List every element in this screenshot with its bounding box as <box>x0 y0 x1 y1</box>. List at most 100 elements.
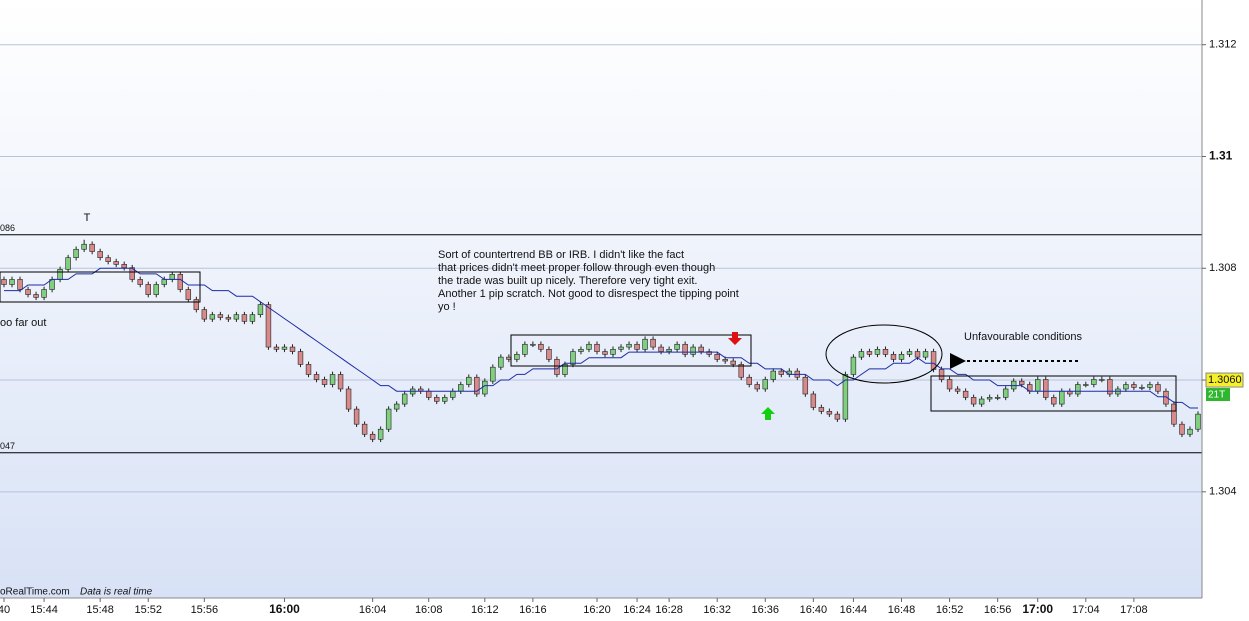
candle-body <box>1147 384 1153 388</box>
note-line: Another 1 pip scratch. Not good to disre… <box>438 288 739 300</box>
x-tick-label: 16:24 <box>623 604 651 616</box>
candle-body <box>1043 379 1049 398</box>
candle-body <box>610 348 616 355</box>
x-tick-label: 15:56 <box>191 604 219 616</box>
candle-body <box>706 351 712 355</box>
candle-body <box>618 346 624 350</box>
candle-body <box>1002 388 1009 398</box>
candle-body <box>754 384 760 390</box>
candle-body <box>858 351 865 358</box>
candle-body <box>281 346 288 350</box>
candle-body <box>962 390 969 398</box>
x-tick-label: 16:36 <box>752 604 780 616</box>
candle-body <box>193 299 200 310</box>
candle-body <box>233 314 240 320</box>
candle-body <box>1075 384 1081 395</box>
candle-body <box>393 403 400 410</box>
candle-body <box>874 348 881 355</box>
candle-body <box>594 343 600 352</box>
candle-body <box>177 274 184 290</box>
candle-body <box>1123 384 1129 390</box>
candle-body <box>682 343 688 355</box>
candle-body <box>33 294 39 298</box>
candle-body <box>482 380 488 395</box>
sell-arrow <box>728 332 742 345</box>
x-tick-label: 16:28 <box>655 604 683 616</box>
x-tick-label: 16:04 <box>359 604 387 616</box>
x-axis-panel <box>0 598 1202 621</box>
x-tick-label: 16:44 <box>840 604 868 616</box>
candle-body <box>153 284 159 295</box>
candle-body <box>946 379 953 390</box>
x-tick-label: 17:08 <box>1120 604 1148 616</box>
candle-body <box>562 364 568 375</box>
candle-body <box>289 346 296 352</box>
candle-body <box>714 354 720 360</box>
candle-body <box>1163 390 1169 405</box>
candle-body <box>466 376 472 385</box>
candle-body <box>930 351 937 370</box>
candle-body <box>690 346 696 355</box>
candle-body <box>337 374 344 390</box>
candle-body <box>257 304 264 315</box>
last-price-box <box>1205 372 1244 388</box>
candle-body <box>906 351 913 355</box>
candle-body <box>121 264 127 269</box>
range-box <box>0 271 201 303</box>
candle-body <box>802 376 809 395</box>
note-line: Sort of countertrend BB or IRB. I didn't… <box>438 249 684 261</box>
candle-body <box>385 408 392 430</box>
candle-body <box>650 338 656 348</box>
candle-body <box>105 257 111 262</box>
candle-body <box>642 338 648 350</box>
candle-body <box>666 348 672 352</box>
candle-body <box>1107 379 1113 395</box>
moving-average <box>4 267 1198 409</box>
y-tick-label: 1.308 <box>1209 262 1237 274</box>
y-tick-label: 1.312 <box>1209 39 1237 51</box>
candle-body <box>458 384 464 392</box>
candle-body <box>353 408 360 425</box>
candle-body <box>810 393 817 408</box>
marker-label: T <box>84 212 91 224</box>
candle-body <box>1099 379 1105 381</box>
candle-body <box>538 343 544 350</box>
candle-body <box>698 346 704 352</box>
candle-body <box>770 370 776 380</box>
candle-body <box>498 356 504 368</box>
candle-body <box>514 354 520 360</box>
candle-body <box>241 314 248 322</box>
candle-body <box>89 243 95 252</box>
candle-body <box>1 279 7 285</box>
y-tick-label: 1.31 <box>1209 149 1233 163</box>
candle-body <box>217 314 224 318</box>
candle-body <box>1018 380 1025 385</box>
candle-body <box>297 351 304 365</box>
candle-body <box>201 309 208 320</box>
candle-body <box>914 351 921 358</box>
axes: 1.3041.3061.3081.311.3124015:4415:4815:5… <box>0 39 1244 616</box>
range-box <box>510 334 752 367</box>
candle-body <box>898 354 905 360</box>
candle-body <box>450 390 456 398</box>
x-tick-label: 16:12 <box>471 604 499 616</box>
x-tick-label: 16:16 <box>519 604 547 616</box>
candle-body <box>209 314 216 320</box>
level-label: 047 <box>0 441 15 451</box>
candle-body <box>161 279 167 285</box>
x-tick-label: 15:48 <box>86 604 114 616</box>
y-axis-panel <box>1202 0 1249 621</box>
candle-body <box>522 343 528 355</box>
indicator-label: 21T <box>1208 390 1225 401</box>
candle-body <box>1051 397 1057 405</box>
candle-body <box>890 354 897 360</box>
candle-body <box>474 376 480 395</box>
level-label: 086 <box>0 223 15 233</box>
candle-body <box>313 374 320 380</box>
candle-body <box>850 356 857 375</box>
candle-body <box>738 364 744 378</box>
candle-body <box>722 359 728 362</box>
candle-body <box>602 351 608 355</box>
note-line: the trade was built up nicely. Therefore… <box>438 275 697 287</box>
